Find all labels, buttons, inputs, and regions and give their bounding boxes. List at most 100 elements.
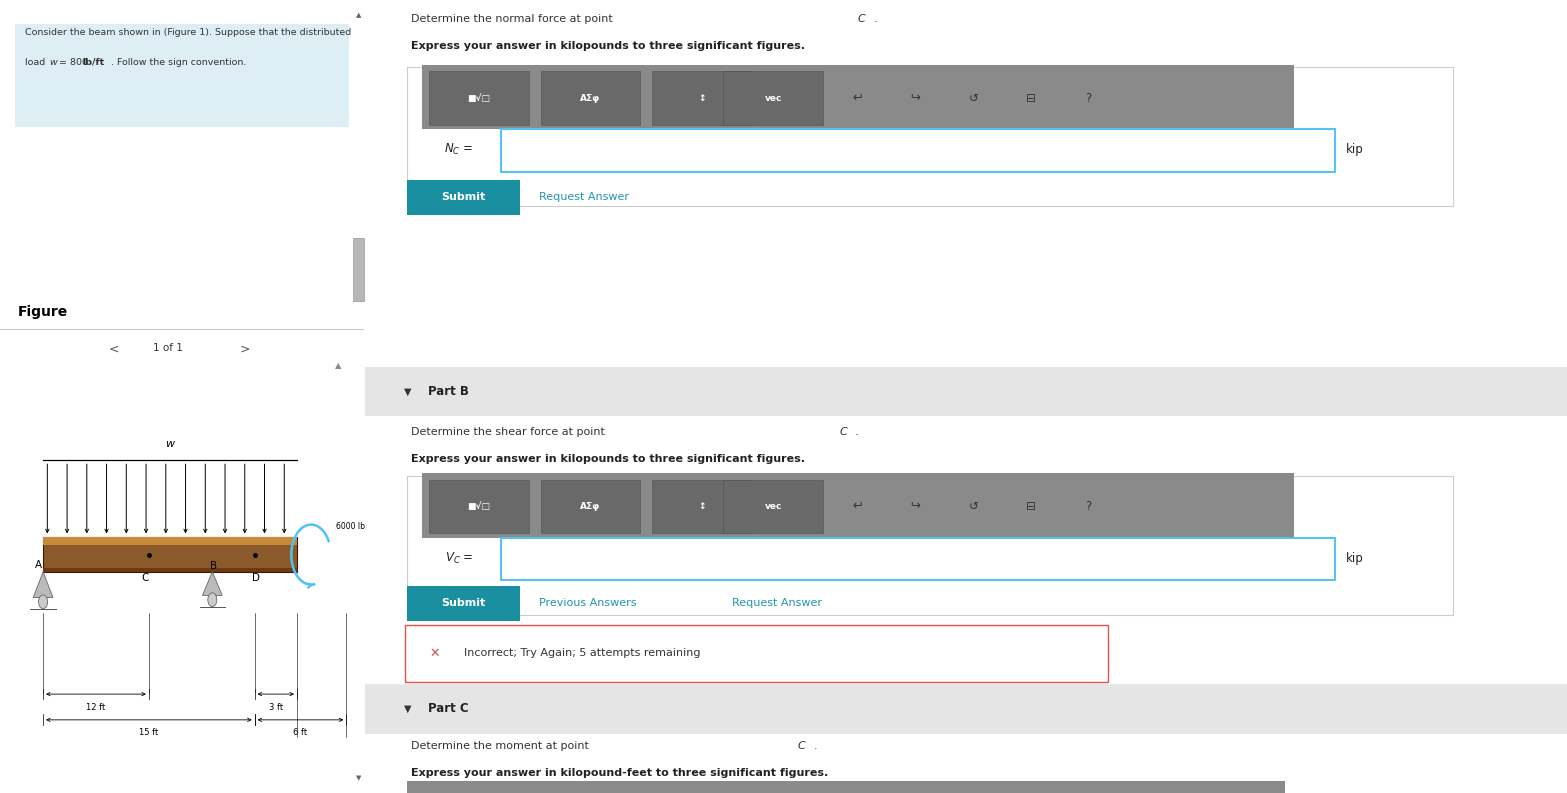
Text: Express your answer in kilopounds to three significant figures.: Express your answer in kilopounds to thr… xyxy=(411,454,805,464)
Text: .: . xyxy=(813,741,816,751)
FancyBboxPatch shape xyxy=(14,24,349,127)
Text: ?: ? xyxy=(1086,92,1092,105)
Text: Request Answer: Request Answer xyxy=(539,193,630,202)
Text: Determine the shear force at point: Determine the shear force at point xyxy=(411,427,608,437)
FancyBboxPatch shape xyxy=(407,781,1285,793)
FancyBboxPatch shape xyxy=(652,71,752,125)
Polygon shape xyxy=(44,538,298,545)
Text: ΑΣφ: ΑΣφ xyxy=(580,502,600,511)
Text: ⊟: ⊟ xyxy=(1026,500,1036,513)
Text: Request Answer: Request Answer xyxy=(732,599,821,608)
Text: 6000 lb·ft: 6000 lb·ft xyxy=(337,523,373,531)
Text: ▲: ▲ xyxy=(335,361,342,370)
Text: <: < xyxy=(110,343,119,355)
Text: w: w xyxy=(166,439,174,450)
Text: Figure: Figure xyxy=(19,305,69,320)
FancyBboxPatch shape xyxy=(541,71,641,125)
Text: B: B xyxy=(210,561,218,571)
Text: Part B: Part B xyxy=(428,385,469,398)
Text: >: > xyxy=(240,343,251,355)
FancyBboxPatch shape xyxy=(422,473,1294,538)
FancyBboxPatch shape xyxy=(365,0,1567,361)
Text: Submit: Submit xyxy=(442,599,486,608)
Text: w: w xyxy=(49,58,56,67)
Text: 12 ft: 12 ft xyxy=(86,703,105,711)
Text: ↪: ↪ xyxy=(910,500,920,513)
Text: ↪: ↪ xyxy=(910,92,920,105)
Circle shape xyxy=(39,595,47,609)
Text: kip: kip xyxy=(1346,144,1363,156)
FancyBboxPatch shape xyxy=(501,129,1335,172)
Text: Consider the beam shown in (Figure 1). Suppose that the distributed: Consider the beam shown in (Figure 1). S… xyxy=(25,28,351,36)
Text: load: load xyxy=(25,58,49,67)
FancyBboxPatch shape xyxy=(407,476,1453,615)
Text: Previous Answers: Previous Answers xyxy=(539,599,636,608)
Text: 15 ft: 15 ft xyxy=(139,729,158,737)
Text: lb/ft: lb/ft xyxy=(81,58,103,67)
Text: vec: vec xyxy=(765,502,782,511)
Text: ▼: ▼ xyxy=(404,704,411,714)
Text: ↩: ↩ xyxy=(852,92,863,105)
Text: Part C: Part C xyxy=(428,703,469,715)
Text: vec: vec xyxy=(765,94,782,103)
Text: C: C xyxy=(840,427,848,437)
FancyBboxPatch shape xyxy=(353,238,365,301)
FancyBboxPatch shape xyxy=(404,625,1108,682)
Polygon shape xyxy=(202,572,223,596)
FancyBboxPatch shape xyxy=(365,416,1567,698)
Text: Express your answer in kilopound-feet to three significant figures.: Express your answer in kilopound-feet to… xyxy=(411,768,827,779)
Polygon shape xyxy=(44,568,298,572)
FancyBboxPatch shape xyxy=(652,480,752,533)
FancyBboxPatch shape xyxy=(365,684,1567,734)
Text: ■√□: ■√□ xyxy=(467,502,490,511)
Text: ↕: ↕ xyxy=(699,94,707,103)
FancyBboxPatch shape xyxy=(429,480,528,533)
Text: $V_C$ =: $V_C$ = xyxy=(445,550,473,566)
FancyBboxPatch shape xyxy=(365,367,1567,416)
FancyBboxPatch shape xyxy=(407,67,1453,206)
Text: .: . xyxy=(873,14,878,25)
Text: ↺: ↺ xyxy=(968,92,978,105)
FancyBboxPatch shape xyxy=(541,480,641,533)
Text: ↕: ↕ xyxy=(699,502,707,511)
Text: D: D xyxy=(252,573,260,583)
Text: C: C xyxy=(143,573,149,583)
Text: ↺: ↺ xyxy=(968,500,978,513)
Text: ▼: ▼ xyxy=(404,387,411,396)
Text: C: C xyxy=(798,741,805,751)
Text: ▲: ▲ xyxy=(356,12,362,18)
Polygon shape xyxy=(33,572,53,598)
Text: C: C xyxy=(857,14,865,25)
Text: 1 of 1: 1 of 1 xyxy=(152,343,183,353)
Text: 3 ft: 3 ft xyxy=(268,703,284,711)
FancyBboxPatch shape xyxy=(365,734,1567,793)
Text: ↩: ↩ xyxy=(852,500,863,513)
Text: A: A xyxy=(36,560,42,569)
Polygon shape xyxy=(44,538,298,572)
Text: ΑΣφ: ΑΣφ xyxy=(580,94,600,103)
Text: Incorrect; Try Again; 5 attempts remaining: Incorrect; Try Again; 5 attempts remaini… xyxy=(464,649,700,658)
Text: Submit: Submit xyxy=(442,193,486,202)
FancyBboxPatch shape xyxy=(407,586,520,621)
FancyBboxPatch shape xyxy=(724,480,823,533)
FancyBboxPatch shape xyxy=(724,71,823,125)
FancyBboxPatch shape xyxy=(407,180,520,215)
Text: .: . xyxy=(854,427,857,437)
FancyBboxPatch shape xyxy=(422,65,1294,129)
Text: kip: kip xyxy=(1346,552,1363,565)
Text: ▼: ▼ xyxy=(356,775,362,781)
Text: ⊟: ⊟ xyxy=(1026,92,1036,105)
Circle shape xyxy=(208,593,216,607)
Text: Express your answer in kilopounds to three significant figures.: Express your answer in kilopounds to thr… xyxy=(411,41,805,52)
Text: Determine the normal force at point: Determine the normal force at point xyxy=(411,14,616,25)
Text: . Follow the sign convention.: . Follow the sign convention. xyxy=(111,58,246,67)
FancyBboxPatch shape xyxy=(429,71,528,125)
Text: ?: ? xyxy=(1086,500,1092,513)
Text: Determine the moment at point: Determine the moment at point xyxy=(411,741,592,751)
Text: ✕: ✕ xyxy=(429,647,440,660)
Text: = 800: = 800 xyxy=(56,58,91,67)
Text: ■√□: ■√□ xyxy=(467,94,490,103)
Text: $N_C$ =: $N_C$ = xyxy=(443,142,473,158)
Text: 6 ft: 6 ft xyxy=(293,729,307,737)
FancyBboxPatch shape xyxy=(501,538,1335,580)
